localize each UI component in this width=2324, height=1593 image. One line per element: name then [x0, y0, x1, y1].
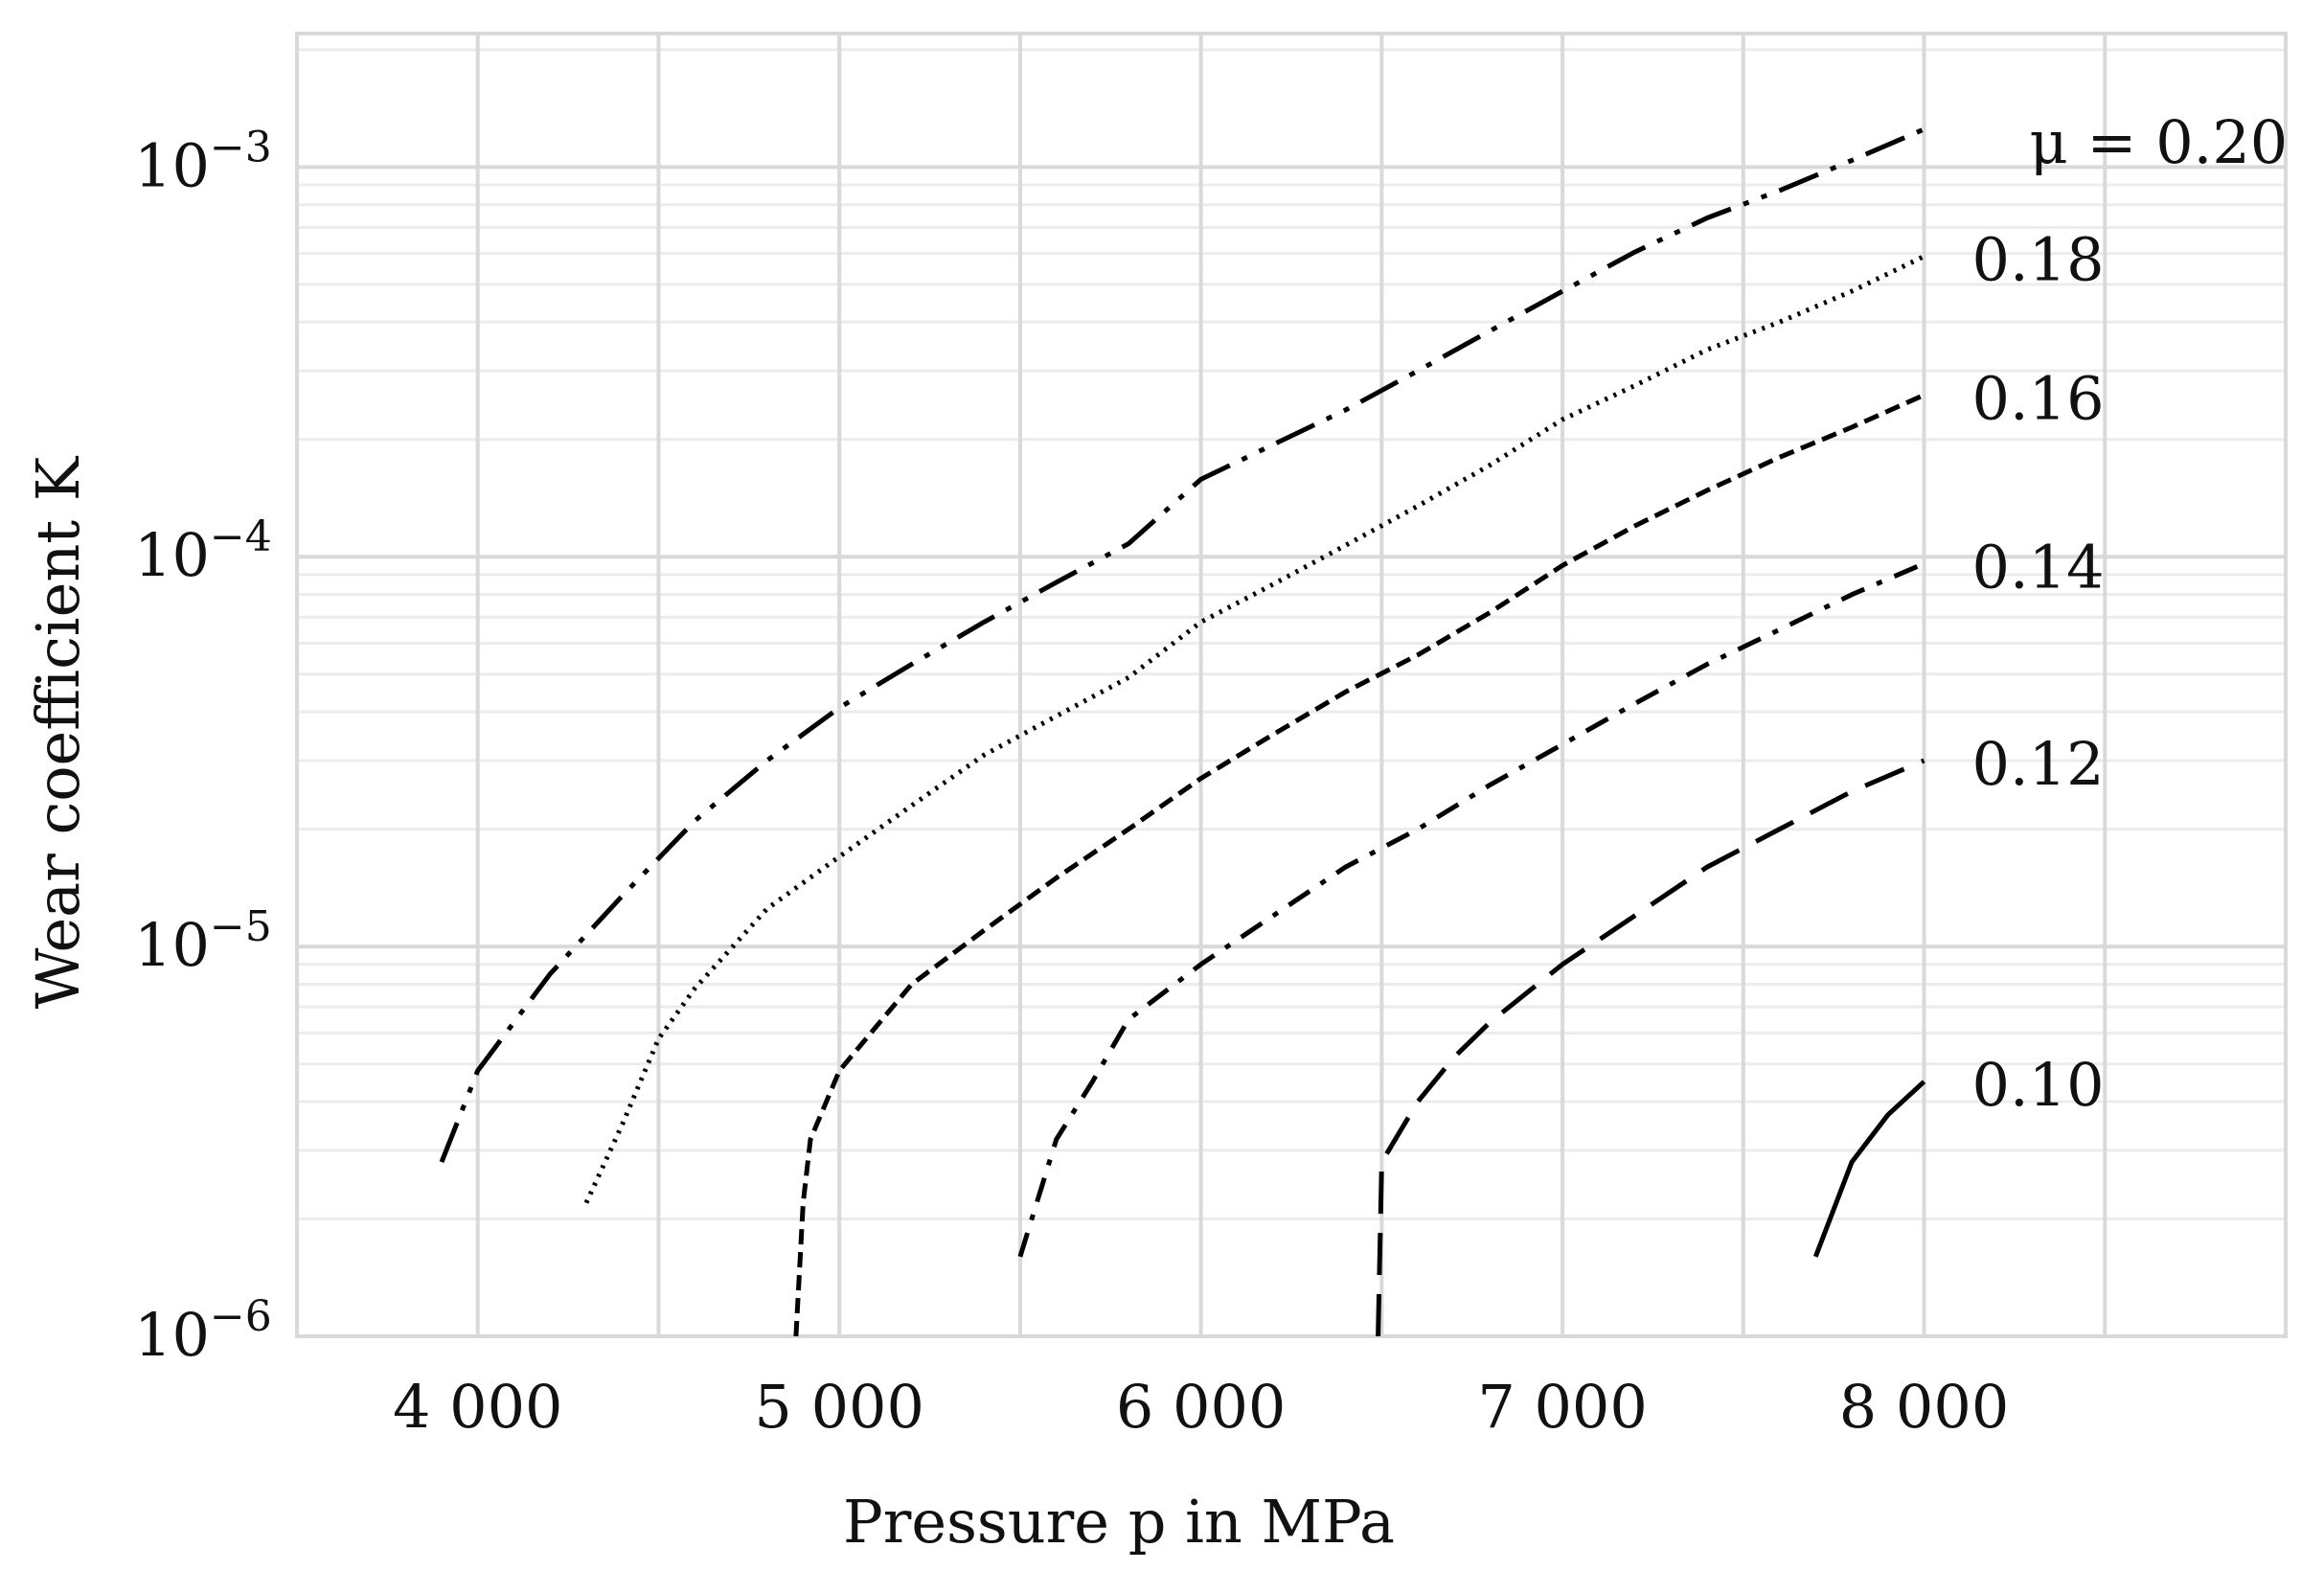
- y-tick-labels: 10−6 10−5 10−4 10−3: [134, 123, 272, 1370]
- x-tick-label: 6 000: [1116, 1372, 1287, 1442]
- series-line: [793, 393, 1925, 1337]
- series-line: [439, 126, 1925, 1164]
- series-line: [1812, 1080, 1926, 1258]
- series-label: 0.18: [1972, 225, 2105, 295]
- series-lines: [439, 126, 1926, 1337]
- series-label: 0.10: [1972, 1050, 2105, 1120]
- plot-frame: [295, 32, 2288, 1338]
- x-axis-title: Pressure p in MPa: [843, 1487, 1395, 1557]
- y-tick-label: 10−3: [134, 123, 272, 200]
- x-tick-label: 5 000: [754, 1372, 924, 1442]
- y-axis-title: Wear coefficient K: [23, 455, 93, 1009]
- series-label: 0.14: [1972, 532, 2105, 602]
- series-label: 0.16: [1972, 363, 2105, 433]
- x-tick-label: 8 000: [1839, 1372, 2010, 1442]
- grid: [297, 34, 2286, 1338]
- y-tick-label: 10−5: [134, 902, 272, 980]
- series-label: μ = 0.20: [2030, 107, 2289, 177]
- x-tick-label: 4 000: [393, 1372, 563, 1442]
- series-line: [1017, 561, 1925, 1258]
- y-tick-label: 10−4: [134, 512, 272, 590]
- series-line: [1376, 758, 1925, 1337]
- x-tick-label: 7 000: [1477, 1372, 1648, 1442]
- series-labels: μ = 0.20 0.18 0.16 0.14 0.12 0.10: [1972, 107, 2289, 1120]
- series-label: 0.12: [1972, 729, 2105, 799]
- y-tick-label: 10−6: [134, 1292, 272, 1370]
- series-line: [583, 254, 1925, 1204]
- x-tick-labels: 4 000 5 000 6 000 7 000 8 000: [393, 1372, 2009, 1442]
